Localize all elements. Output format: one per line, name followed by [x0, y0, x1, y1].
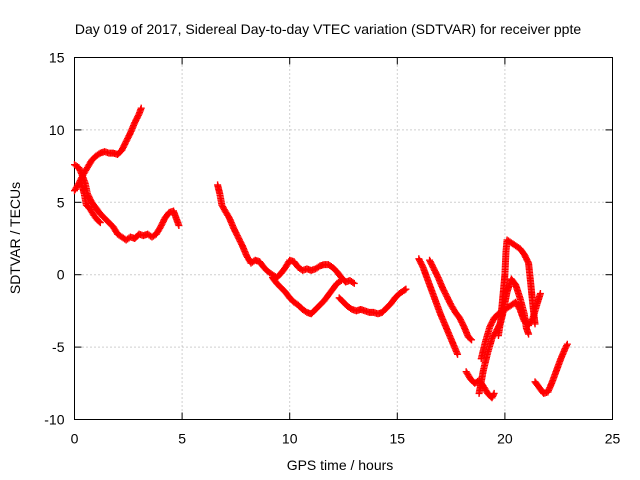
- y-tick-label: 5: [57, 194, 65, 210]
- data-point: [175, 221, 183, 229]
- data-point: [402, 285, 410, 293]
- data-point: [563, 342, 571, 350]
- data-points: [71, 104, 571, 402]
- data-point: [349, 278, 357, 286]
- y-tick-label: -5: [52, 339, 65, 355]
- data-point: [531, 320, 539, 328]
- grid: [74, 57, 613, 420]
- data-point: [337, 276, 345, 284]
- plot-frame: [74, 57, 613, 420]
- y-tick-label: -10: [44, 412, 64, 428]
- y-tick-label: 0: [57, 267, 65, 283]
- data-point: [137, 104, 145, 112]
- data-point: [525, 330, 533, 338]
- data-point: [536, 290, 544, 298]
- x-tick-label: 10: [282, 431, 298, 447]
- y-tick-label: 15: [49, 50, 65, 66]
- chart-title: Day 019 of 2017, Sidereal Day-to-day VTE…: [75, 21, 582, 37]
- x-tick-label: 5: [178, 431, 186, 447]
- data-point: [466, 335, 474, 343]
- data-point: [563, 340, 571, 348]
- y-tick-labels: -10 -5 0 5 10 15: [44, 50, 64, 428]
- data-point: [454, 350, 462, 358]
- x-tick-label: 0: [71, 431, 79, 447]
- data-point: [350, 279, 358, 287]
- x-tick-label: 20: [497, 431, 513, 447]
- x-tick-label: 15: [390, 431, 406, 447]
- data-point: [490, 389, 498, 397]
- x-axis-title: GPS time / hours: [287, 457, 394, 473]
- data-point: [468, 336, 476, 344]
- data-point: [95, 218, 103, 226]
- axis-ticks: [74, 57, 613, 420]
- x-tick-labels: 0 5 10 15 20 25: [71, 431, 621, 447]
- data-point: [96, 219, 104, 227]
- data-point: [336, 277, 344, 285]
- y-tick-label: 10: [49, 122, 65, 138]
- data-point: [401, 286, 409, 294]
- y-axis-title: SDTVAR / TECUs: [7, 182, 23, 294]
- x-tick-label: 25: [605, 431, 621, 447]
- data-point: [489, 391, 497, 399]
